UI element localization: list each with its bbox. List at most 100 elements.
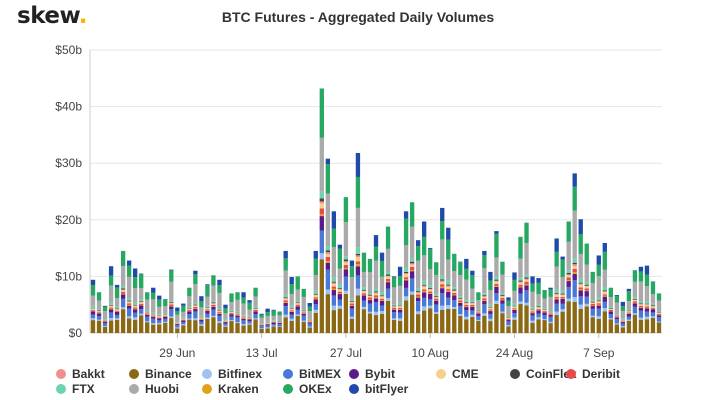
- bar-segment-bitfinex: [620, 326, 626, 328]
- bar-stack: [271, 309, 276, 333]
- bar-segment-cme: [397, 306, 403, 308]
- bar-segment-ftx: [247, 315, 252, 317]
- bar-segment-bitmex: [235, 317, 240, 323]
- bar-segment-kraken: [241, 318, 246, 319]
- bar-segment-cme: [289, 308, 294, 311]
- legend-item-bitflyer[interactable]: bitFlyer: [349, 382, 408, 396]
- bar-segment-bitmex: [397, 312, 403, 319]
- bar-segment-ftx: [223, 319, 228, 321]
- bar-stack: [542, 289, 547, 333]
- legend-item-binance[interactable]: Binance: [129, 367, 192, 381]
- bar-stack: [126, 260, 132, 333]
- bar-segment-deribit: [590, 303, 595, 306]
- bar-segment-bybit: [337, 294, 343, 300]
- bar-stack: [289, 276, 294, 333]
- bar-stack: [247, 300, 252, 333]
- legend-item-bitmex[interactable]: BitMEX: [283, 367, 341, 381]
- bar-segment-bitfinex: [578, 304, 583, 309]
- bar-segment-bitflyer: [596, 255, 601, 265]
- bar-segment-huobi: [626, 301, 632, 310]
- bar-segment-bitfinex: [470, 314, 475, 317]
- bar-segment-bitflyer: [175, 307, 180, 312]
- bar-segment-bakkt: [644, 304, 650, 305]
- bar-segment-bitfinex: [590, 315, 595, 318]
- bar-segment-bitflyer: [614, 295, 620, 296]
- bar-segment-binance: [482, 315, 487, 333]
- legend-item-bakkt[interactable]: Bakkt: [56, 367, 105, 381]
- bar-segment-binance: [530, 322, 535, 333]
- bar-segment-huobi: [102, 311, 108, 320]
- bar-segment-deribit: [572, 268, 577, 273]
- bar-segment-deribit: [108, 307, 114, 309]
- bar-segment-cme: [151, 314, 156, 316]
- bar-stack: [560, 256, 565, 333]
- bar-segment-coinflex: [602, 290, 607, 292]
- bar-segment-okex: [337, 248, 343, 269]
- bar-segment-deribit: [608, 309, 613, 312]
- legend-item-huobi[interactable]: Huobi: [129, 382, 179, 396]
- bar-segment-bybit: [428, 293, 433, 300]
- bar-segment-bitmex: [301, 315, 306, 321]
- bar-stack: [446, 227, 451, 333]
- bar-segment-bybit: [409, 271, 415, 279]
- legend-item-cme[interactable]: CME: [436, 367, 479, 381]
- bar-segment-huobi: [560, 277, 565, 291]
- legend-item-deribit[interactable]: Deribit: [566, 367, 620, 381]
- bar-segment-ftx: [458, 296, 463, 298]
- bar-segment-bitfinex: [132, 317, 138, 320]
- bar-segment-okex: [409, 202, 415, 227]
- bar-segment-bitfinex: [343, 290, 349, 294]
- legend-item-coinflex[interactable]: CoinFlex: [510, 367, 577, 381]
- bar-segment-cme: [608, 308, 613, 310]
- bar-segment-bybit: [132, 309, 138, 313]
- bar-segment-bitfinex: [608, 318, 613, 320]
- bar-segment-binance: [319, 259, 324, 333]
- bar-stack: [409, 202, 415, 333]
- bar-segment-cme: [379, 296, 385, 299]
- bar-segment-coinflex: [590, 301, 595, 303]
- bar-segment-huobi: [96, 300, 102, 310]
- bar-segment-bybit: [482, 301, 487, 305]
- bar-segment-cme: [295, 303, 300, 305]
- bar-segment-huobi: [175, 314, 180, 322]
- bar-segment-bitfinex: [500, 311, 505, 314]
- bar-segment-bitmex: [108, 312, 114, 319]
- bar-segment-deribit: [163, 315, 168, 317]
- bar-stack: [524, 222, 529, 333]
- bar-segment-okex: [187, 287, 192, 297]
- legend-item-ftx[interactable]: FTX: [56, 382, 95, 396]
- bar-segment-cme: [403, 274, 409, 278]
- bar-segment-bitfinex: [307, 326, 312, 328]
- legend-item-okex[interactable]: OKEx: [283, 382, 332, 396]
- bar-segment-coinflex: [422, 284, 427, 286]
- bar-segment-cme: [512, 306, 517, 309]
- bar-segment-ftx: [337, 284, 343, 288]
- bar-segment-bitmex: [289, 314, 294, 319]
- bar-segment-bybit: [361, 295, 367, 301]
- bar-segment-coinflex: [343, 259, 349, 262]
- legend-item-bybit[interactable]: Bybit: [349, 367, 395, 381]
- bar-segment-bitmex: [241, 320, 246, 325]
- bar-segment-okex: [572, 186, 577, 211]
- bar-segment-bybit: [620, 322, 626, 324]
- bar-stack: [644, 265, 650, 333]
- bar-segment-deribit: [343, 264, 349, 269]
- bar-stack: [217, 279, 222, 333]
- bar-segment-bybit: [638, 308, 644, 311]
- bar-segment-binance: [548, 323, 553, 333]
- bar-segment-huobi: [169, 281, 174, 301]
- bar-segment-okex: [422, 236, 427, 256]
- legend-item-bitfinex[interactable]: Bitfinex: [202, 367, 262, 381]
- bar-segment-bakkt: [482, 296, 487, 298]
- legend-item-kraken[interactable]: Kraken: [202, 382, 259, 396]
- bar-segment-coinflex: [440, 279, 445, 281]
- bar-segment-kraken: [132, 308, 138, 310]
- bar-segment-kraken: [373, 297, 379, 299]
- bar-segment-bitflyer: [578, 219, 583, 235]
- bar-segment-cme: [253, 309, 258, 310]
- bar-segment-huobi: [632, 281, 638, 298]
- bar-stack: [277, 311, 282, 333]
- bar-segment-deribit: [476, 312, 481, 314]
- bar-segment-coinflex: [403, 271, 409, 274]
- bar-segment-coinflex: [108, 304, 114, 306]
